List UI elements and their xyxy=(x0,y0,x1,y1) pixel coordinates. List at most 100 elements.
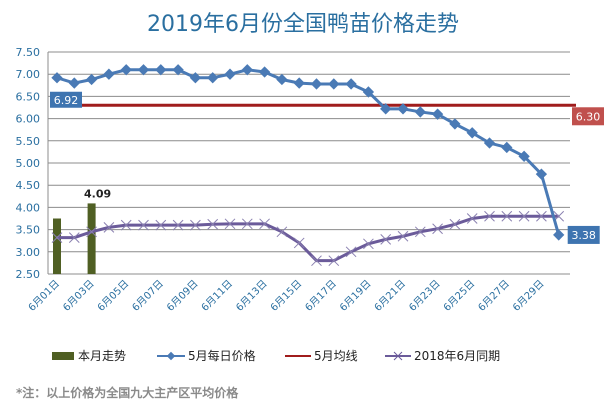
marker-x-last-year xyxy=(155,219,167,231)
y-tick-label: 6.00 xyxy=(16,113,41,126)
y-tick-label: 5.50 xyxy=(16,135,41,148)
marker-diamond-may-daily xyxy=(224,68,236,80)
marker-diamond-may-daily xyxy=(328,78,340,90)
legend-item-may-avg: 5月均线 xyxy=(285,347,358,364)
y-tick-label: 3.50 xyxy=(16,224,41,237)
marker-x-last-year xyxy=(190,219,201,231)
legend-swatch-last-year xyxy=(385,351,411,360)
marker-x-last-year xyxy=(466,213,478,224)
marker-x-last-year xyxy=(380,234,392,245)
x-tick-label: 6月13日 xyxy=(234,278,270,314)
marker-diamond-may-daily xyxy=(276,73,288,86)
avg-end-label: 6.30 xyxy=(576,110,601,123)
marker-x-last-year xyxy=(86,226,97,238)
y-tick-label: 7.50 xyxy=(16,46,41,59)
marker-x-last-year xyxy=(172,219,184,231)
marker-x-last-year xyxy=(241,218,253,230)
x-tick-label: 6月27日 xyxy=(476,278,512,314)
may-end-label: 3.38 xyxy=(571,229,596,242)
y-tick-label: 3.00 xyxy=(16,246,41,259)
marker-x-last-year xyxy=(449,218,461,230)
legend-label-may-avg: 5月均线 xyxy=(314,349,358,363)
chart-title: 2019年6月份全国鸭苗价格走势 xyxy=(147,12,459,37)
marker-diamond-may-daily xyxy=(483,137,496,149)
marker-x-last-year xyxy=(397,230,409,242)
marker-diamond-may-daily xyxy=(258,66,271,78)
legend-label-bar: 本月走势 xyxy=(78,349,127,363)
bar-data-label: 4.09 xyxy=(84,187,111,200)
marker-x-last-year xyxy=(536,210,547,222)
end-label-box xyxy=(567,225,600,244)
start-label-box xyxy=(50,91,82,108)
marker-diamond-may-daily xyxy=(535,168,548,180)
marker-diamond-may-daily xyxy=(501,141,513,154)
marker-x-last-year xyxy=(518,210,530,222)
legend: 本月走势 5月每日价格 5月均线 2018年6月同期 xyxy=(0,347,606,367)
marker-diamond-may-daily xyxy=(553,229,565,241)
marker-diamond-may-daily xyxy=(345,78,357,90)
x-tick-label: 6月15日 xyxy=(268,278,304,314)
marker-diamond-may-daily xyxy=(466,127,478,139)
marker-x-last-year xyxy=(432,223,443,235)
marker-diamond-may-daily xyxy=(310,78,323,90)
x-tick-label: 6月19日 xyxy=(337,278,373,314)
marker-diamond-may-daily xyxy=(449,118,461,130)
bar xyxy=(53,218,61,274)
y-tick-label: 7.00 xyxy=(16,68,41,81)
x-tick-label: 6月21日 xyxy=(372,278,408,314)
marker-x-last-year xyxy=(311,255,322,267)
legend-swatch-bar xyxy=(52,351,74,360)
x-tick-label: 6月29日 xyxy=(510,278,546,314)
legend-swatch-may-daily xyxy=(157,351,185,360)
marker-x-last-year xyxy=(484,210,495,222)
legend-item-may-daily: 5月每日价格 xyxy=(157,347,256,364)
y-tick-label: 4.00 xyxy=(16,201,41,214)
x-tick-label: 6月07日 xyxy=(130,278,166,314)
marker-diamond-may-daily xyxy=(414,106,426,118)
marker-x-last-year xyxy=(68,232,80,243)
series-line-may-daily xyxy=(56,68,561,236)
marker-diamond-may-daily xyxy=(103,68,115,80)
marker-x-last-year xyxy=(103,222,115,233)
x-tick-label: 6月05日 xyxy=(95,278,131,314)
marker-x-last-year xyxy=(138,219,149,231)
y-tick-label: 2.50 xyxy=(16,268,41,281)
legend-label-may-daily: 5月每日价格 xyxy=(188,349,256,363)
x-tick-label: 6月17日 xyxy=(303,278,339,314)
marker-x-last-year xyxy=(328,255,340,267)
may-start-label: 6.92 xyxy=(54,94,79,107)
marker-x-last-year xyxy=(293,237,305,249)
y-tick-label: 4.50 xyxy=(16,179,41,192)
marker-x-last-year xyxy=(120,219,132,231)
marker-x-last-year xyxy=(363,238,374,250)
legend-swatch-may-avg xyxy=(285,354,311,357)
marker-x-last-year xyxy=(224,218,236,230)
x-tick-label: 6月09日 xyxy=(164,278,200,314)
bar xyxy=(87,203,96,274)
marker-x-last-year xyxy=(51,232,63,243)
marker-diamond-may-daily xyxy=(51,72,63,84)
x-tick-label: 6月23日 xyxy=(407,278,443,314)
footnote: *注：以上价格为全国九大主产区平均价格 xyxy=(16,386,239,400)
x-tick-label: 6月01日 xyxy=(26,278,62,314)
marker-x-last-year xyxy=(345,246,357,258)
y-tick-label: 5.00 xyxy=(16,157,41,170)
marker-x-last-year xyxy=(501,210,513,222)
marker-x-last-year xyxy=(414,226,426,238)
x-tick-label: 6月03日 xyxy=(61,278,97,314)
marker-diamond-may-daily xyxy=(68,77,80,89)
x-tick-label: 6月25日 xyxy=(441,278,477,314)
marker-x-last-year xyxy=(276,226,288,238)
marker-x-last-year xyxy=(259,218,270,230)
series-line-last-year xyxy=(57,214,559,263)
avg-label-box xyxy=(572,107,604,126)
legend-label-last-year: 2018年6月同期 xyxy=(414,349,501,363)
marker-x-last-year xyxy=(207,218,219,230)
y-tick-label: 6.50 xyxy=(16,90,41,103)
legend-item-last-year: 2018年6月同期 xyxy=(385,347,500,364)
marker-diamond-may-daily xyxy=(518,150,530,162)
x-tick-label: 6月11日 xyxy=(199,278,235,314)
marker-diamond-may-daily xyxy=(293,77,305,89)
marker-diamond-may-daily xyxy=(85,73,98,86)
